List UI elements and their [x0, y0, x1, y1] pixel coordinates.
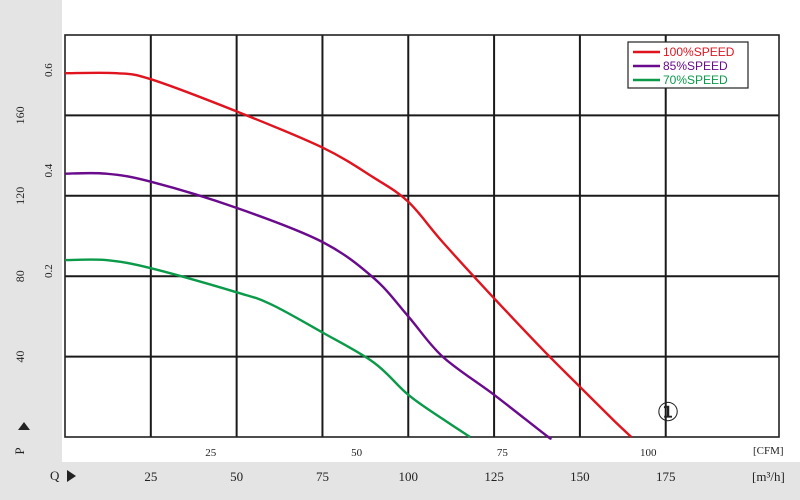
- x-axis-label: Q: [50, 468, 60, 483]
- x-tick-label: 50: [230, 469, 243, 484]
- cfm-unit-label: [CFM]: [753, 445, 784, 457]
- x-tick-label: 75: [316, 469, 329, 484]
- legend-entry-label: 85%SPEED: [663, 59, 728, 73]
- x-secondary-tick-label: 100: [640, 447, 657, 459]
- y-tick-label: 80: [13, 270, 27, 282]
- y-tick-label: 120: [13, 187, 27, 205]
- y-tick-label: 40: [13, 351, 27, 363]
- legend-entry-label: 70%SPEED: [663, 73, 728, 87]
- legend-entry-label: 100%SPEED: [663, 45, 735, 59]
- grid-lines: [65, 35, 779, 437]
- bottom-axis-band: [0, 462, 800, 500]
- y-secondary-tick-label: 0.4: [43, 163, 55, 177]
- left-axis-band: [0, 0, 62, 462]
- x-secondary-tick-label: 75: [497, 447, 509, 459]
- x-tick-label: 25: [144, 469, 157, 484]
- y-tick-label: 160: [13, 106, 27, 124]
- y-axis-arrow: [18, 422, 30, 430]
- curves: [64, 71, 633, 440]
- m3h-unit-label: [m³/h]: [752, 469, 785, 484]
- x-tick-label: 100: [399, 469, 419, 484]
- y-axis-label: P: [12, 447, 27, 454]
- series-line: [64, 171, 552, 440]
- x-secondary-tick-label: 25: [205, 447, 217, 459]
- series-line: [64, 71, 633, 438]
- plot-background: [65, 35, 779, 437]
- curve-number-annotation: ①: [656, 398, 679, 427]
- y-secondary-tick-label: 0.6: [43, 63, 55, 77]
- x-tick-label: 125: [484, 469, 504, 484]
- x-tick-label: 175: [656, 469, 676, 484]
- y-secondary-tick-label: 0.2: [43, 264, 55, 278]
- x-axis-arrow: [67, 470, 76, 482]
- x-secondary-tick-label: 50: [351, 447, 363, 459]
- plot-frame: [64, 34, 780, 438]
- series-line: [64, 258, 471, 439]
- x-tick-label: 150: [570, 469, 590, 484]
- tick-labels: 25 50 75 100 125 150 175 40 80 120 160 0.2 0.4 0.6 25 5…: [13, 63, 675, 484]
